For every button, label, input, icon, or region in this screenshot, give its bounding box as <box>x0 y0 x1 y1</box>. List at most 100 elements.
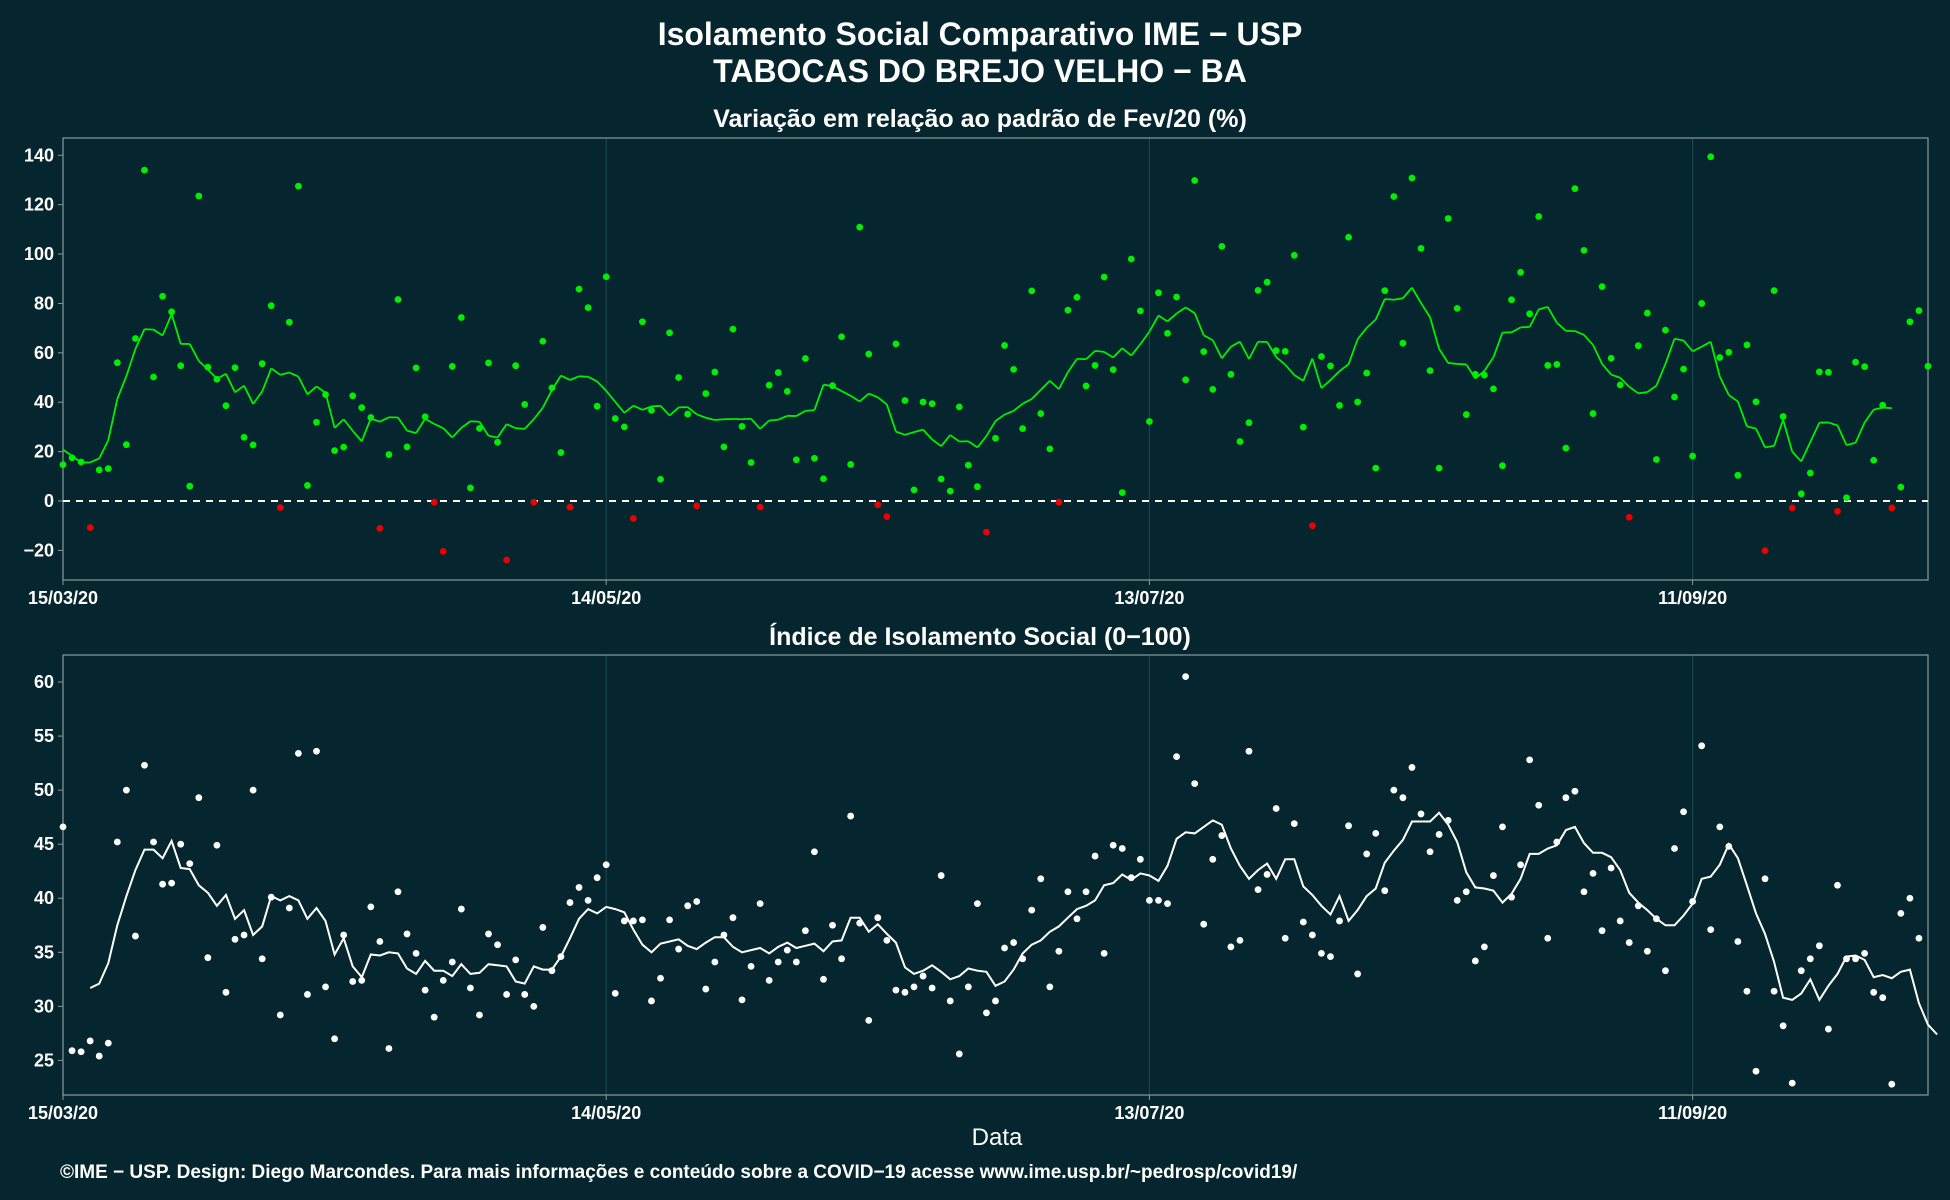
data-point <box>1435 464 1443 472</box>
moving-average-segment <box>1384 298 1394 301</box>
moving-average-segment <box>1058 371 1069 390</box>
data-point <box>240 931 248 939</box>
data-point <box>955 403 963 411</box>
data-point <box>820 975 827 983</box>
data-point <box>358 404 366 412</box>
y-tick-label: 60 <box>34 672 54 692</box>
data-point <box>1173 753 1180 761</box>
data-point <box>394 296 402 303</box>
moving-average-segment <box>922 429 933 441</box>
moving-average-segment <box>1311 358 1323 389</box>
data-point <box>1363 850 1371 858</box>
data-point <box>457 905 465 913</box>
data-point <box>204 954 212 962</box>
data-point <box>1408 764 1416 771</box>
data-point <box>602 273 610 281</box>
moving-average-segment <box>1366 318 1377 329</box>
moving-average-segment <box>1782 419 1794 452</box>
data-point <box>1164 900 1171 908</box>
data-point <box>675 945 683 953</box>
moving-average-segment <box>1682 339 1694 352</box>
data-point <box>150 373 157 381</box>
moving-average-segment <box>895 430 906 436</box>
data-point <box>1064 306 1072 314</box>
moving-average-segment <box>324 392 336 429</box>
data-point <box>1752 398 1760 406</box>
data-point <box>1698 742 1706 750</box>
data-point <box>620 917 628 925</box>
data-point <box>1861 363 1869 371</box>
data-point <box>159 292 166 300</box>
data-point <box>1010 939 1018 946</box>
data-point <box>1327 362 1334 370</box>
data-point <box>285 904 293 912</box>
data-point <box>141 166 148 174</box>
data-point <box>1245 747 1253 755</box>
data-point <box>1553 361 1561 368</box>
x-tick-label: 13/07/20 <box>1114 1103 1184 1123</box>
data-point <box>964 983 972 991</box>
data-point <box>1897 909 1905 917</box>
data-point <box>910 486 918 494</box>
data-point <box>1562 794 1570 802</box>
moving-average-segment <box>886 404 897 432</box>
data-point <box>1480 943 1488 951</box>
data-point <box>1299 918 1307 926</box>
moving-average-segment <box>270 367 281 376</box>
data-point <box>1100 949 1108 957</box>
moving-average-segment <box>759 419 770 430</box>
data-point <box>720 931 728 939</box>
moving-average-segment <box>1022 398 1033 405</box>
moving-average-segment <box>234 384 245 394</box>
moving-average-segment <box>1112 347 1123 359</box>
moving-average-segment <box>1646 384 1657 393</box>
moving-average-segment <box>1674 337 1684 342</box>
data-point <box>1888 1080 1896 1088</box>
data-point <box>1155 289 1162 297</box>
moving-average-segment <box>795 410 806 417</box>
data-point <box>711 958 719 966</box>
data-point <box>394 888 402 896</box>
data-point <box>693 898 701 905</box>
data-point <box>1716 823 1724 831</box>
moving-average-segment <box>1374 298 1386 320</box>
moving-average-segment <box>306 385 318 395</box>
data-point <box>1082 888 1090 896</box>
moving-average-segment <box>1773 419 1784 447</box>
data-point <box>1870 988 1878 996</box>
moving-average-segment <box>288 371 299 378</box>
panel2-title: Índice de Isolamento Social (0−100) <box>769 622 1191 651</box>
data-point <box>548 384 556 392</box>
data-point <box>439 547 447 555</box>
data-point <box>1517 268 1524 276</box>
data-point <box>1191 177 1199 184</box>
data-point <box>1290 820 1298 828</box>
moving-average-segment <box>967 440 978 449</box>
data-point <box>1408 174 1416 182</box>
data-point <box>1200 348 1208 355</box>
moving-average-segment <box>1293 374 1304 382</box>
data-point <box>575 285 583 293</box>
data-point <box>738 423 746 430</box>
data-point <box>1182 376 1190 384</box>
data-point <box>1037 410 1045 417</box>
moving-average-segment <box>1338 363 1350 372</box>
moving-average-segment <box>488 434 498 439</box>
data-point <box>1788 1079 1796 1087</box>
data-point <box>358 977 366 984</box>
moving-average-segment <box>506 423 517 429</box>
data-point <box>1607 864 1615 872</box>
moving-average-segment <box>1103 351 1114 359</box>
data-point <box>1643 309 1651 317</box>
data-point <box>1834 881 1841 889</box>
moving-average-segment <box>1746 425 1757 430</box>
data-point <box>1254 286 1262 294</box>
moving-average-segment <box>850 395 861 403</box>
data-point <box>1526 310 1534 318</box>
data-point <box>820 475 827 483</box>
data-point <box>1182 673 1190 681</box>
data-point <box>249 441 257 449</box>
data-point <box>467 984 474 992</box>
moving-average-segment <box>252 391 263 405</box>
data-point <box>1924 362 1932 370</box>
